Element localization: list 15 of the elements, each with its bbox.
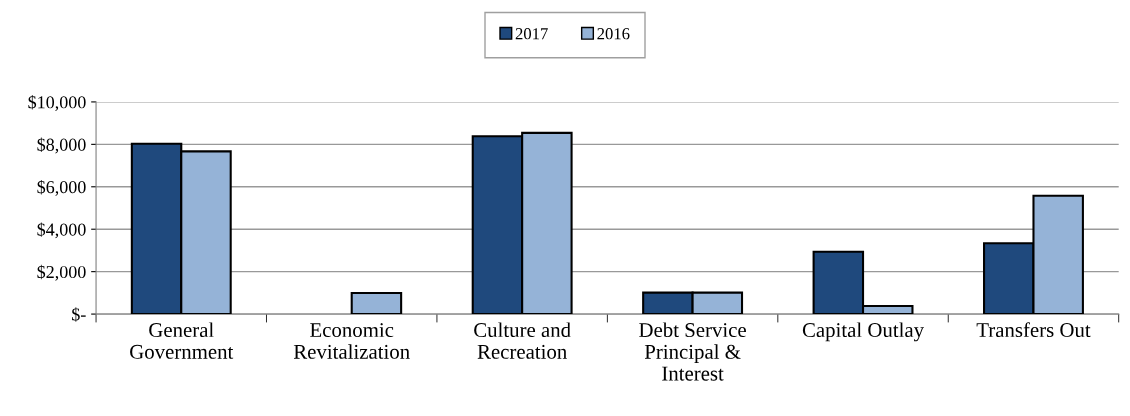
x-tick-label: Culture and Recreation — [474, 322, 571, 359]
x-tick-label: Transfers Out — [976, 322, 1091, 338]
y-tick-label: $4,000 — [37, 222, 86, 239]
bar — [350, 292, 403, 315]
y-tick-label: $6,000 — [37, 179, 86, 196]
y-tick-label: $8,000 — [37, 137, 86, 154]
x-tick-label: Debt Service Principal & Interest — [639, 322, 746, 381]
legend-label: 2016 — [597, 28, 630, 40]
x-tick-label: Economic Revitalization — [293, 323, 410, 359]
y-tick-label: $10,000 — [28, 95, 86, 111]
x-tick-label: Capital Outlay — [802, 322, 924, 342]
legend-label: 2017 — [515, 28, 548, 40]
y-tick-label: $2,000 — [37, 264, 86, 281]
x-tick-label: General Government — [130, 322, 234, 359]
y-tick-label: $- — [72, 307, 86, 322]
